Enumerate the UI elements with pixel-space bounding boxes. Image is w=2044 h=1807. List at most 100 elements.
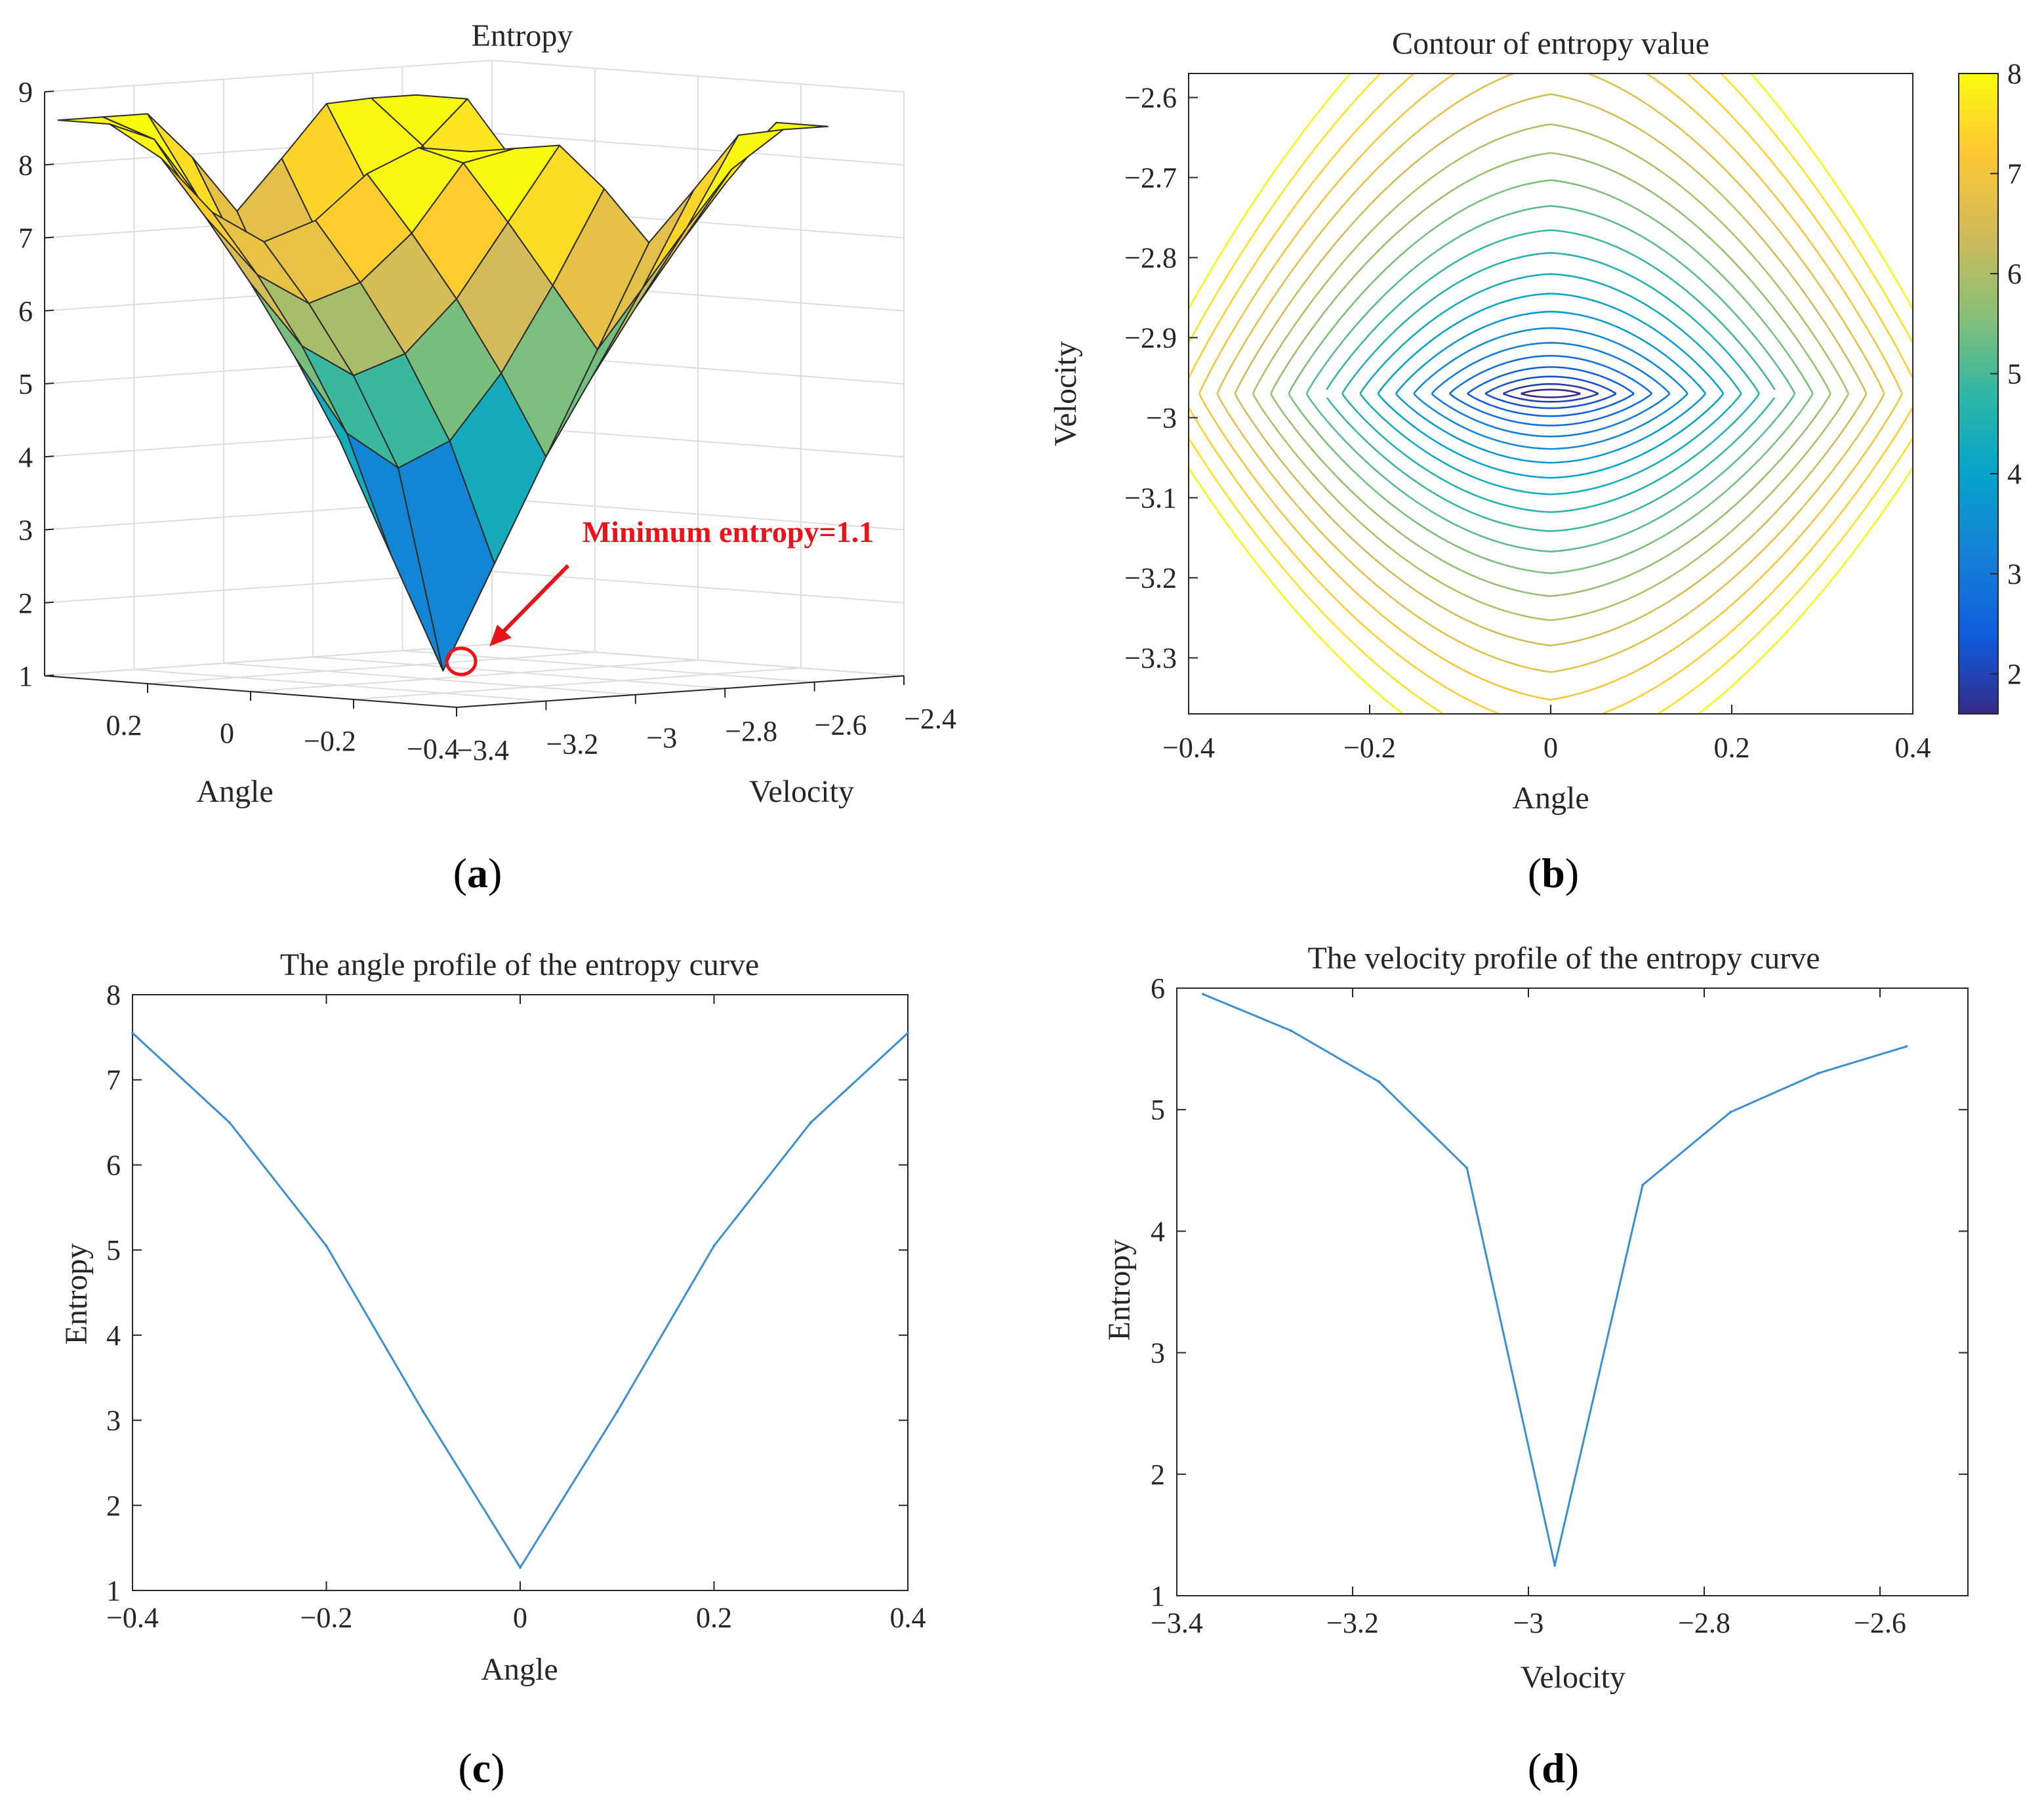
minimum-arrow-line [498, 564, 570, 637]
panel-b-colorbar [1958, 73, 1999, 715]
panel-b-xtick-label: 0.2 [1714, 732, 1750, 764]
angle-tick-label: 0.2 [106, 709, 142, 741]
floor-grid-line [402, 650, 815, 683]
contour-line [1326, 229, 1776, 532]
panel-d-ytick-label: 1 [1151, 1580, 1165, 1612]
contour-line [1270, 152, 1831, 597]
panel-d-ytick-label: 2 [1151, 1459, 1165, 1491]
panel-a-velocity-label: Velocity [749, 774, 854, 809]
panel-c-ytick-label: 8 [106, 979, 121, 1011]
panel-b-xtick-label: 0 [1543, 732, 1558, 764]
contour-line [1288, 179, 1814, 574]
panel-b-ytick-label: −3 [1146, 402, 1177, 434]
panel-b-ytick-label: −3.3 [1124, 642, 1177, 675]
floor-grid-line [313, 656, 726, 690]
panel-d-xtick-label: −3.2 [1326, 1607, 1379, 1639]
minimum-annotation: Minimum entropy=1.1 [583, 515, 874, 549]
panel-d-xtick-label: −2.8 [1678, 1607, 1730, 1639]
panel-a-title: Entropy [472, 18, 573, 53]
panel-c-ytick-label: 5 [106, 1234, 121, 1266]
z-tick [44, 163, 54, 166]
velocity-tick-label: −2.8 [725, 715, 777, 747]
panel-b-xtick-label: 0.4 [1895, 732, 1931, 764]
colorbar-tick-label: 3 [2007, 558, 2022, 591]
angle-tick-label: 0 [220, 717, 234, 749]
z-tick [44, 675, 54, 676]
panel-c-title: The angle profile of the entropy curve [280, 947, 759, 982]
contour-line [1216, 73, 1885, 673]
panel-d-data-points [1202, 993, 1908, 1567]
contour-line [1189, 73, 1913, 714]
contour-line [1395, 310, 1707, 464]
panel-a-velocity-tick-labels: −3.4 −3.2 −3 −2.8 −2.6 −2.4 [456, 676, 956, 766]
panel-d-ytick-label: 3 [1151, 1337, 1165, 1369]
panel-c-line-chart: The angle profile of the entropy curve −… [59, 947, 926, 1687]
panel-b-ylabel: Velocity [1048, 341, 1083, 446]
panel-d-ytick-label: 4 [1151, 1215, 1165, 1247]
z-tick-label: 9 [18, 76, 33, 108]
panel-d-ytick-label: 6 [1151, 972, 1165, 1005]
z-tick-label: 1 [18, 660, 33, 692]
contour-line [1359, 273, 1742, 495]
panel-d-data-point [1817, 1071, 1820, 1075]
contour-line [1502, 383, 1599, 403]
panel-b-ticks: −0.4 −0.2 0 0.2 0.4 −2.6 −2.7 −2.8 −2.9 −3 −3.1 −3.… [1124, 82, 1931, 764]
panel-d-data-point [1553, 1564, 1557, 1567]
panel-d-data-point [1641, 1184, 1645, 1187]
velocity-tick-label: −3 [646, 722, 677, 754]
panel-c-data-point [325, 1244, 328, 1247]
panel-d-xlabel: Velocity [1521, 1660, 1625, 1695]
floor-grid-line [353, 667, 802, 700]
panel-b-ytick-label: −2.6 [1124, 82, 1177, 114]
panel-d-data-point [1729, 1110, 1732, 1113]
panel-d-xtick-label: −3 [1513, 1607, 1544, 1639]
panel-label-c: (c) [458, 1745, 504, 1791]
velocity-axis-line [456, 675, 905, 708]
panel-c-xtick-label: −0.4 [106, 1602, 159, 1634]
contour-line [1377, 293, 1725, 479]
contour-line [1484, 375, 1617, 409]
panel-c-ytick-label: 2 [106, 1489, 121, 1522]
contour-line [1234, 93, 1868, 647]
panel-d-data-point [1465, 1167, 1469, 1170]
z-tick-label: 4 [18, 441, 33, 473]
panel-b-colorbar-ticks: 2 3 4 5 6 7 8 [1990, 58, 2022, 690]
panel-a-z-tick-labels: 1 2 3 4 5 6 7 8 9 [18, 76, 54, 692]
panel-c-data-point [422, 1410, 425, 1413]
velocity-tick-label: −3.4 [457, 734, 509, 766]
floor-grid-line [250, 659, 699, 692]
panel-label-d: (d) [1528, 1745, 1579, 1791]
contour-line [1448, 354, 1653, 426]
panel-c-xtick-label: 0.2 [696, 1602, 732, 1634]
panel-b-xlabel: Angle [1512, 781, 1589, 816]
panel-c-data-point [907, 1031, 909, 1035]
panel-c-ytick-label: 7 [106, 1064, 121, 1096]
contour-line [1467, 366, 1635, 417]
panel-a-angle-tick-labels: 0.2 0 −0.2 −0.4 [106, 684, 459, 765]
panel-label-a: (a) [453, 850, 502, 896]
panel-d-data-point [1378, 1080, 1381, 1083]
floor-grid-line [134, 669, 546, 702]
colorbar-tick-label: 4 [2007, 458, 2022, 490]
contour-line [1252, 123, 1850, 621]
panel-c-data-point [712, 1244, 716, 1247]
z-tick-label: 7 [18, 222, 33, 255]
colorbar-tick-label: 6 [2007, 258, 2022, 290]
panel-d-ticks: −3.4 −3.2 −3 −2.8 −2.6 1 2 3 4 5 6 [1151, 972, 1968, 1639]
surface-patch [642, 135, 739, 289]
contour-line [1189, 73, 1913, 714]
panel-c-data-point [519, 1566, 521, 1569]
panel-c-axes-box [132, 994, 909, 1591]
panel-c-xtick-label: 0.4 [890, 1602, 926, 1634]
panel-c-data-point [131, 1031, 134, 1035]
panel-a-surface [57, 94, 829, 672]
contour-line [1198, 73, 1903, 701]
z-tick-label: 6 [18, 295, 33, 327]
z-tick-label: 8 [18, 149, 33, 181]
contour-line [1521, 388, 1581, 398]
panel-d-ytick-label: 5 [1151, 1094, 1165, 1126]
panel-c-ytick-label: 6 [106, 1149, 121, 1181]
surface-patch [418, 147, 516, 164]
panel-b-xtick-label: −0.4 [1162, 732, 1215, 764]
